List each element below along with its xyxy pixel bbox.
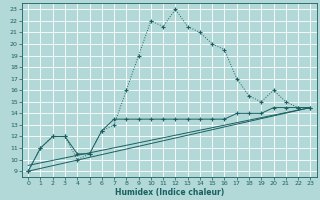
X-axis label: Humidex (Indice chaleur): Humidex (Indice chaleur) bbox=[115, 188, 224, 197]
